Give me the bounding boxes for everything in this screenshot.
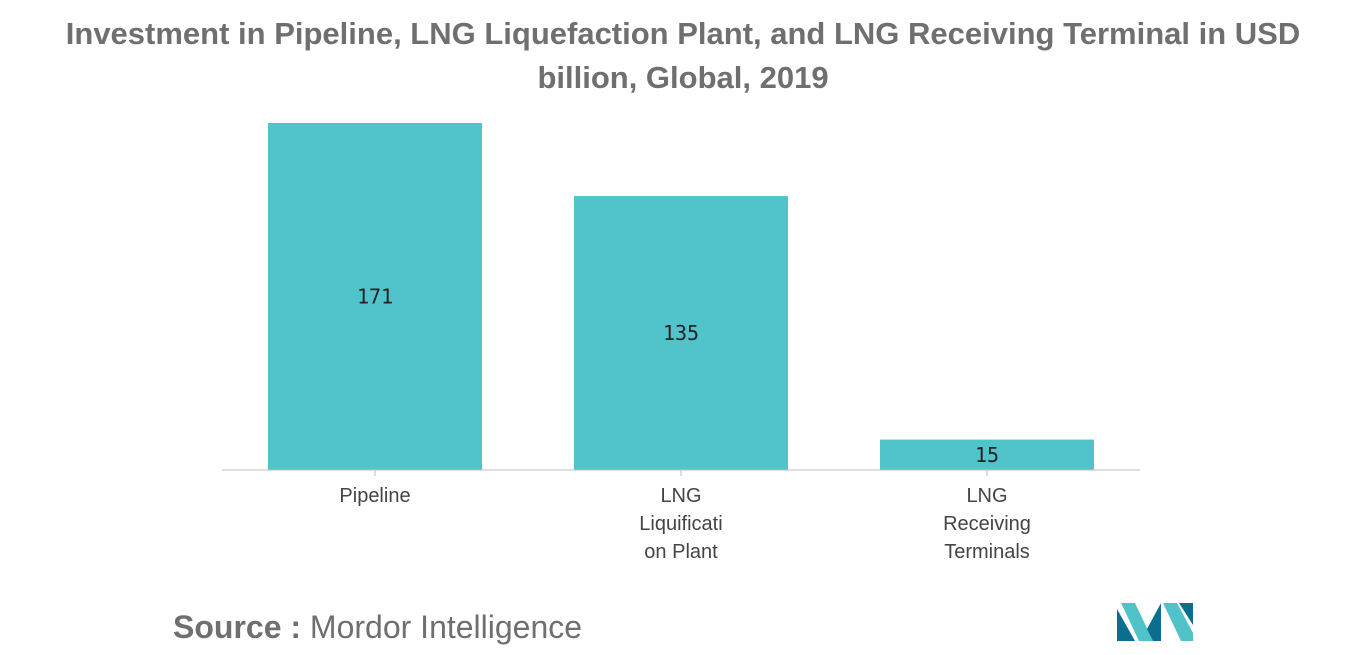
- source-value: Mordor Intelligence: [309, 609, 583, 645]
- category-label-group: Pipeline LNG Liquificati on Plant LNG Receivi…: [339, 485, 1031, 563]
- bar: [574, 196, 788, 471]
- category-label: Pipeline: [339, 485, 410, 507]
- x-axis: [222, 469, 1140, 476]
- value-label-group: 171 135 15: [357, 285, 999, 467]
- source-note: Source : Mordor Intelligence: [173, 606, 582, 648]
- bar: [880, 439, 1094, 470]
- bar-value-label: 171: [357, 285, 393, 309]
- bar-group: [268, 123, 1094, 471]
- category-label: LNG Receiving Terminals: [943, 485, 1031, 563]
- category-label: LNG Liquificati on Plant: [639, 485, 722, 563]
- bar-chart: 171 135 15 Pipeline LNG Liquificati on Plant L…: [222, 123, 1140, 563]
- bar-value-label: 135: [663, 321, 699, 345]
- mordor-intelligence-logo-icon: [1117, 603, 1193, 641]
- chart-title: Investment in Pipeline, LNG Liquefaction…: [65, 16, 1301, 95]
- bar-value-label: 15: [975, 443, 999, 467]
- source-label: Source :: [173, 609, 302, 645]
- bar: [268, 123, 482, 470]
